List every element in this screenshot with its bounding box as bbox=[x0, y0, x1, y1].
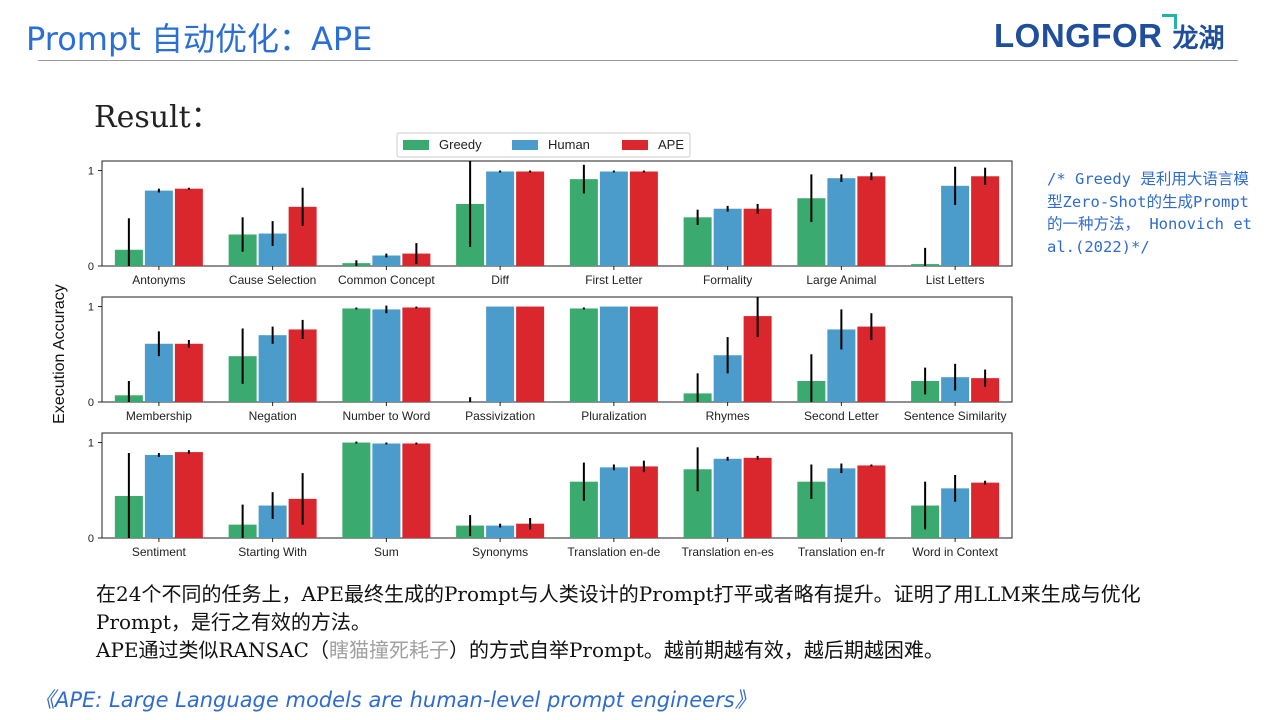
y-tick-label: 1 bbox=[88, 302, 94, 314]
x-tick-label: Large Animal bbox=[806, 273, 876, 287]
panel-frame-2 bbox=[101, 296, 1013, 403]
x-tick-label: Translation en-fr bbox=[798, 545, 885, 559]
greedy-note: /* Greedy 是利用大语言模型Zero-Shot的生成Prompt的一种方… bbox=[1047, 170, 1252, 256]
y-tick-label: 0 bbox=[88, 397, 94, 409]
bar-ape bbox=[971, 176, 1000, 266]
bar-ape bbox=[516, 306, 545, 402]
bar-human bbox=[827, 178, 856, 266]
legend-swatch-greedy bbox=[403, 140, 429, 150]
bar-ape bbox=[174, 452, 203, 538]
bar-human bbox=[486, 171, 515, 266]
x-tick-label: List Letters bbox=[926, 273, 985, 287]
bar-greedy bbox=[683, 217, 712, 266]
bar-human bbox=[713, 208, 742, 266]
paper-reference: 《APE: Large Language models are human-le… bbox=[34, 688, 756, 712]
y-tick-label: 0 bbox=[88, 261, 94, 273]
summary-text: 在24个不同的任务上，APE最终生成的Prompt与人类设计的Prompt打平或… bbox=[96, 580, 1206, 664]
bar-ape bbox=[516, 523, 545, 538]
bar-human bbox=[827, 468, 856, 538]
bar-greedy bbox=[342, 442, 371, 538]
legend-frame bbox=[396, 132, 691, 158]
bar-greedy bbox=[569, 308, 598, 402]
bar-ape bbox=[857, 176, 886, 266]
legend-swatch-ape bbox=[622, 140, 648, 150]
bar-human bbox=[599, 467, 628, 538]
result-label: Result： bbox=[94, 100, 221, 135]
y-tick-label: 0 bbox=[88, 533, 94, 545]
summary-line-2-post: ）的方式自举Prompt。越前期越有效，越后期越困难。 bbox=[448, 638, 944, 662]
bar-human bbox=[486, 525, 515, 538]
bar-human bbox=[144, 190, 173, 266]
bar-human bbox=[144, 454, 173, 538]
bar-ape bbox=[516, 171, 545, 266]
legend-label-ape: APE bbox=[658, 137, 684, 152]
y-tick-label: 1 bbox=[88, 438, 94, 450]
x-tick-label: Starting With bbox=[238, 545, 307, 559]
panel-frame-1 bbox=[101, 160, 1013, 267]
x-tick-label: Rhymes bbox=[706, 409, 750, 423]
bar-ape bbox=[174, 343, 203, 402]
x-tick-label: Formality bbox=[703, 273, 752, 287]
logo-accent-mark bbox=[1162, 14, 1177, 29]
bar-ape bbox=[174, 188, 203, 266]
bar-ape bbox=[743, 208, 772, 266]
x-tick-label: Translation en-de bbox=[567, 545, 660, 559]
execution-accuracy-chart: Greedy Human APE Execution Accuracy 0 1 Antony… bbox=[51, 132, 1013, 559]
x-tick-label: Word in Context bbox=[912, 545, 998, 559]
brand-logo: LONGFOR 龙湖 bbox=[994, 14, 1225, 58]
bar-human bbox=[372, 443, 401, 538]
x-tick-label: Negation bbox=[249, 409, 297, 423]
y-tick-label: 1 bbox=[88, 166, 94, 178]
bar-human bbox=[372, 309, 401, 402]
x-tick-label: Membership bbox=[126, 409, 192, 423]
x-tick-label: Second Letter bbox=[804, 409, 879, 423]
x-tick-label: Number to Word bbox=[342, 409, 430, 423]
bar-ape bbox=[971, 378, 1000, 402]
bar-greedy bbox=[569, 179, 598, 266]
bar-ape bbox=[629, 466, 658, 538]
bar-human bbox=[599, 171, 628, 266]
legend-swatch-human bbox=[512, 140, 538, 150]
x-tick-label: Translation en-es bbox=[681, 545, 773, 559]
x-tick-label: Sum bbox=[374, 545, 399, 559]
bar-ape bbox=[629, 171, 658, 266]
legend-label-greedy: Greedy bbox=[439, 137, 482, 152]
bar-ape bbox=[288, 329, 317, 402]
bar-greedy bbox=[342, 308, 371, 402]
bar-human bbox=[713, 458, 742, 538]
title-divider bbox=[38, 60, 1238, 61]
summary-line-1: 在24个不同的任务上，APE最终生成的Prompt与人类设计的Prompt打平或… bbox=[96, 582, 1141, 634]
bar-ape bbox=[743, 457, 772, 538]
x-tick-label: Pluralization bbox=[581, 409, 646, 423]
summary-line-2: APE通过类似RANSAC（瞎猫撞死耗子）的方式自举Prompt。越前期越有效，… bbox=[96, 636, 1206, 664]
x-tick-label: Synonyms bbox=[472, 545, 528, 559]
slide-title: Prompt 自动优化：APE bbox=[26, 20, 373, 58]
bar-ape bbox=[402, 307, 431, 402]
bar-human bbox=[258, 335, 287, 402]
bar-human bbox=[372, 255, 401, 266]
logo-chinese-text: 龙湖 bbox=[1172, 23, 1225, 54]
x-tick-label: Diff bbox=[491, 273, 509, 287]
bar-ape bbox=[402, 443, 431, 538]
panel-frame-3 bbox=[101, 432, 1013, 539]
x-tick-label: Cause Selection bbox=[229, 273, 316, 287]
x-tick-label: First Letter bbox=[585, 273, 642, 287]
bar-ape bbox=[629, 306, 658, 402]
logo-text: LONGFOR bbox=[994, 17, 1163, 54]
x-tick-label: Sentence Similarity bbox=[904, 409, 1007, 423]
x-tick-label: Antonyms bbox=[132, 273, 185, 287]
bar-human bbox=[486, 306, 515, 402]
bar-ape bbox=[857, 465, 886, 538]
summary-highlight: 瞎猫撞死耗子 bbox=[328, 638, 449, 662]
y-axis-label: Execution Accuracy bbox=[51, 284, 68, 424]
bar-ape bbox=[971, 482, 1000, 538]
legend-label-human: Human bbox=[548, 137, 590, 152]
bar-human bbox=[599, 306, 628, 402]
x-tick-label: Common Concept bbox=[338, 273, 435, 287]
x-tick-label: Sentiment bbox=[132, 545, 187, 559]
summary-line-2-pre: APE通过类似RANSAC（ bbox=[96, 638, 329, 662]
x-tick-label: Passivization bbox=[465, 409, 535, 423]
